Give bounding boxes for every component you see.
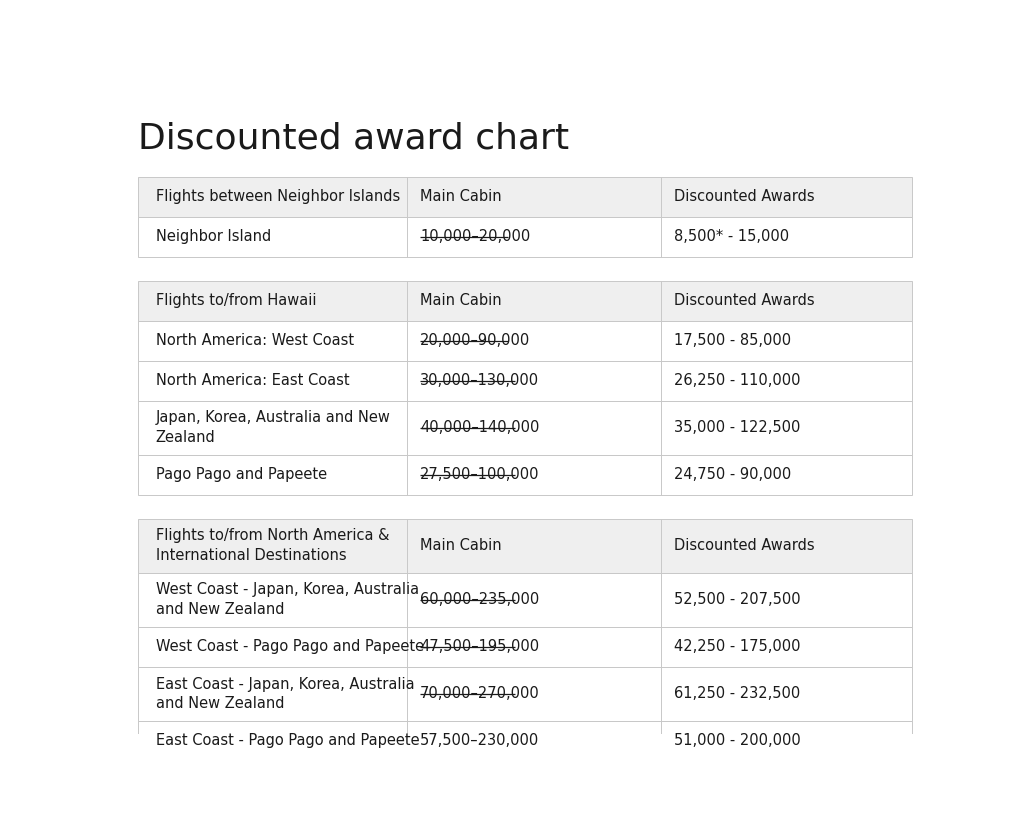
- Bar: [137, 401, 912, 455]
- Text: 57,500–230,000: 57,500–230,000: [420, 733, 540, 748]
- Bar: [137, 280, 912, 321]
- Text: Main Cabin: Main Cabin: [420, 293, 502, 309]
- Text: 10,000–20,000: 10,000–20,000: [420, 229, 530, 244]
- Text: West Coast - Pago Pago and Papeete: West Coast - Pago Pago and Papeete: [156, 639, 424, 654]
- Bar: [137, 573, 912, 627]
- Text: 70,000–270,000: 70,000–270,000: [420, 686, 540, 701]
- Bar: [137, 321, 912, 361]
- Text: 35,000 - 122,500: 35,000 - 122,500: [674, 420, 801, 436]
- Text: North America: West Coast: North America: West Coast: [156, 333, 354, 348]
- Text: 47,500–195,000: 47,500–195,000: [420, 639, 540, 654]
- Text: 61,250 - 232,500: 61,250 - 232,500: [674, 686, 800, 701]
- Text: Japan, Korea, Australia and New
Zealand: Japan, Korea, Australia and New Zealand: [156, 410, 390, 446]
- Bar: [137, 627, 912, 667]
- Text: Main Cabin: Main Cabin: [420, 539, 502, 554]
- Text: 52,500 - 207,500: 52,500 - 207,500: [674, 592, 801, 607]
- Text: North America: East Coast: North America: East Coast: [156, 373, 349, 389]
- Text: 24,750 - 90,000: 24,750 - 90,000: [674, 467, 792, 483]
- Text: East Coast - Japan, Korea, Australia
and New Zealand: East Coast - Japan, Korea, Australia and…: [156, 676, 415, 711]
- Text: Neighbor Island: Neighbor Island: [156, 229, 271, 244]
- Text: Flights between Neighbor Islands: Flights between Neighbor Islands: [156, 189, 400, 204]
- Text: Main Cabin: Main Cabin: [420, 189, 502, 204]
- Text: Discounted award chart: Discounted award chart: [137, 121, 568, 155]
- Text: Discounted Awards: Discounted Awards: [674, 539, 815, 554]
- Text: 8,500* - 15,000: 8,500* - 15,000: [674, 229, 790, 244]
- Bar: [137, 519, 912, 573]
- Text: Flights to/from North America &
International Destinations: Flights to/from North America & Internat…: [156, 529, 389, 563]
- Text: 40,000–140,000: 40,000–140,000: [420, 420, 540, 436]
- Text: 26,250 - 110,000: 26,250 - 110,000: [674, 373, 801, 389]
- Text: 51,000 - 200,000: 51,000 - 200,000: [674, 733, 801, 748]
- Text: Pago Pago and Papeete: Pago Pago and Papeete: [156, 467, 327, 483]
- Text: 17,500 - 85,000: 17,500 - 85,000: [674, 333, 792, 348]
- Text: 20,000–90,000: 20,000–90,000: [420, 333, 530, 348]
- Text: East Coast - Pago Pago and Papeete: East Coast - Pago Pago and Papeete: [156, 733, 420, 748]
- Bar: [137, 216, 912, 257]
- Bar: [137, 177, 912, 216]
- Text: 30,000–130,000: 30,000–130,000: [420, 373, 540, 389]
- Text: Discounted Awards: Discounted Awards: [674, 189, 815, 204]
- Bar: [137, 667, 912, 721]
- Text: Discounted Awards: Discounted Awards: [674, 293, 815, 309]
- Text: 42,250 - 175,000: 42,250 - 175,000: [674, 639, 801, 654]
- Bar: [137, 361, 912, 401]
- Text: West Coast - Japan, Korea, Australia
and New Zealand: West Coast - Japan, Korea, Australia and…: [156, 582, 419, 617]
- Text: Flights to/from Hawaii: Flights to/from Hawaii: [156, 293, 316, 309]
- Text: 60,000–235,000: 60,000–235,000: [420, 592, 540, 607]
- Text: 27,500–100,000: 27,500–100,000: [420, 467, 540, 483]
- Bar: [137, 455, 912, 495]
- Bar: [137, 721, 912, 761]
